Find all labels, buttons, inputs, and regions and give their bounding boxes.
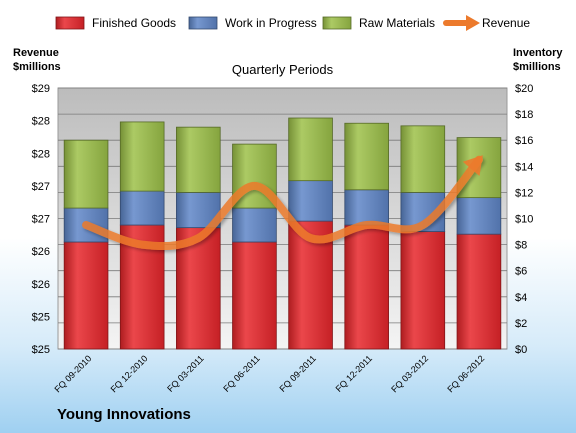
legend-revenue: Revenue <box>443 15 530 31</box>
bar-finished-goods <box>63 241 109 350</box>
bar-raw-materials <box>176 126 221 193</box>
bar-work-in-progress <box>456 197 502 235</box>
bar-work-in-progress <box>344 189 389 226</box>
legend-label: Raw Materials <box>359 16 435 30</box>
legend-swatch <box>322 16 352 30</box>
left-tick-label: $28 <box>32 116 50 128</box>
bar-raw-materials <box>288 117 333 182</box>
left-tick-label: $25 <box>32 344 50 356</box>
bar-finished-goods <box>176 227 221 350</box>
bar-work-in-progress <box>119 190 165 226</box>
right-tick-label: $6 <box>515 266 527 278</box>
revenue-line <box>82 155 483 251</box>
right-tick-label: $20 <box>515 83 533 95</box>
legend-work-in-progress: Work in Progress <box>188 16 317 30</box>
right-axis-title: Inventory $millions <box>513 47 563 73</box>
legend-swatch <box>188 16 218 30</box>
right-tick-label: $2 <box>515 318 527 330</box>
right-tick-label: $0 <box>515 344 527 356</box>
right-tick-label: $10 <box>515 214 533 226</box>
bar-work-in-progress <box>232 207 277 243</box>
left-tick-label: $26 <box>32 279 50 291</box>
chart-title: Quarterly Periods <box>232 62 334 77</box>
right-tick-label: $12 <box>515 187 533 199</box>
legend-finished-goods: Finished Goods <box>55 16 176 30</box>
bar-raw-materials <box>119 121 165 192</box>
company-name: Young Innovations <box>57 406 191 423</box>
left-tick-label: $29 <box>32 83 50 95</box>
category-label: FQ 09-2011 <box>277 353 318 394</box>
right-tick-label: $16 <box>515 135 533 147</box>
left-tick-label: $27 <box>32 181 50 193</box>
revenue-arrowhead <box>462 155 483 177</box>
bar-finished-goods <box>232 241 277 350</box>
category-label: FQ 03-2011 <box>165 353 206 394</box>
category-label: FQ 12-2010 <box>109 353 150 394</box>
category-label: FQ 06-2012 <box>445 353 486 394</box>
left-tick-label: $28 <box>32 148 50 160</box>
category-label: FQ 09-2010 <box>52 353 93 394</box>
legend-arrow-swatch <box>466 15 480 31</box>
left-tick-label: $25 <box>32 311 50 323</box>
bar-finished-goods <box>344 224 389 350</box>
right-tick-label: $14 <box>515 161 533 173</box>
right-tick-label: $4 <box>515 292 527 304</box>
legend-label: Work in Progress <box>225 16 317 30</box>
left-axis-title: Revenue $millions <box>13 47 61 73</box>
bar-raw-materials <box>400 125 446 193</box>
legend-label: Revenue <box>482 16 530 30</box>
bar-raw-materials <box>63 139 109 209</box>
right-tick-label: $18 <box>515 109 533 121</box>
legend-label: Finished Goods <box>92 16 176 30</box>
bar-finished-goods <box>400 231 446 350</box>
category-label: FQ 06-2011 <box>221 353 262 394</box>
legend-raw-materials: Raw Materials <box>322 16 435 30</box>
bar-finished-goods <box>456 233 502 350</box>
legend-swatch <box>55 16 85 30</box>
left-tick-label: $26 <box>32 246 50 258</box>
bar-work-in-progress <box>288 180 333 222</box>
category-label: FQ 12-2011 <box>334 353 375 394</box>
right-tick-label: $8 <box>515 240 527 252</box>
left-tick-label: $27 <box>32 214 50 226</box>
bar-raw-materials <box>344 122 389 191</box>
category-label: FQ 03-2012 <box>389 353 430 394</box>
